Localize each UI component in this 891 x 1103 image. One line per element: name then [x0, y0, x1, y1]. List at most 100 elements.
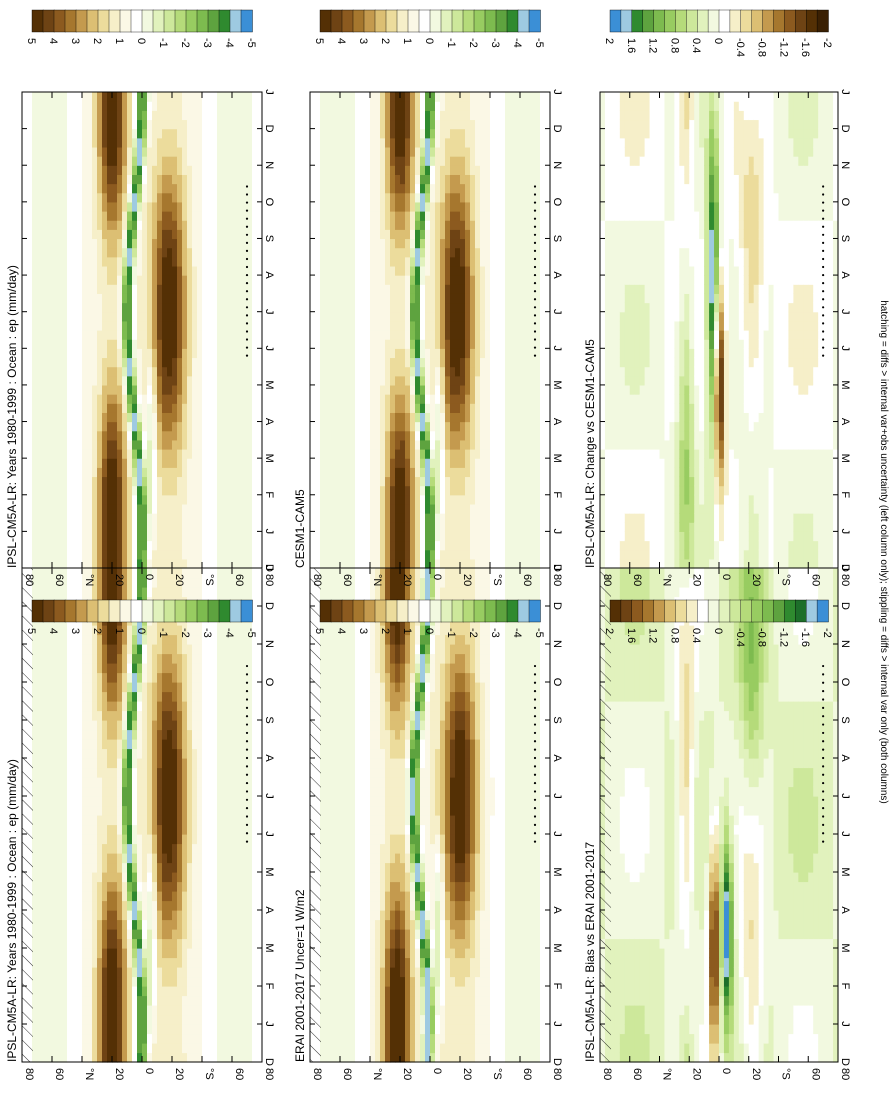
heatmap-cell	[247, 767, 253, 778]
heatmap-cell	[92, 458, 98, 468]
heatmap-cell	[242, 220, 248, 230]
heatmap-cell	[177, 384, 183, 395]
heatmap-cell	[197, 256, 203, 267]
heatmap-cell	[102, 339, 108, 349]
heatmap-cell	[257, 986, 263, 997]
heatmap-cell	[92, 872, 98, 883]
heatmap-cell	[152, 900, 158, 911]
heatmap-cell	[152, 919, 158, 930]
heatmap-cell	[67, 156, 73, 166]
heatmap-cell	[87, 311, 93, 322]
heatmap-cell	[252, 672, 258, 683]
heatmap-cell	[42, 872, 48, 883]
heatmap-cell	[137, 568, 143, 579]
heatmap-cell	[97, 375, 103, 386]
heatmap-cell	[177, 1052, 183, 1063]
heatmap-cell	[102, 375, 108, 386]
heatmap-cell	[202, 128, 208, 139]
heatmap-cell	[87, 485, 93, 496]
heatmap-cell	[222, 881, 228, 892]
heatmap-cell	[42, 1014, 48, 1025]
heatmap-cell	[147, 862, 153, 873]
heatmap-cell	[217, 1005, 223, 1016]
heatmap-cell	[207, 587, 213, 598]
heatmap-cell	[32, 929, 38, 940]
heatmap-cell	[107, 211, 113, 221]
heatmap-cell	[237, 815, 243, 826]
heatmap-cell	[82, 872, 88, 883]
heatmap-cell	[187, 986, 193, 997]
heatmap-cell	[257, 758, 263, 769]
heatmap-cell	[92, 796, 98, 807]
heatmap-cell	[162, 119, 168, 130]
heatmap-cell	[212, 1024, 218, 1035]
heatmap-cell	[77, 275, 83, 285]
heatmap-cell	[177, 503, 183, 514]
heatmap-cell	[37, 458, 43, 468]
month-tick-label: A	[263, 754, 275, 762]
heatmap-cell	[92, 568, 98, 579]
heatmap-cell	[87, 691, 93, 702]
heatmap-cell	[137, 284, 143, 294]
heatmap-cell	[162, 995, 168, 1006]
heatmap-cell	[177, 720, 183, 731]
heatmap-cell	[112, 265, 118, 276]
heatmap-cell	[252, 834, 258, 845]
heatmap-cell	[157, 739, 163, 750]
heatmap-cell	[77, 92, 83, 102]
heatmap-cell	[237, 247, 243, 258]
heatmap-cell	[97, 513, 103, 523]
heatmap-cell	[32, 767, 38, 778]
heatmap-cell	[237, 976, 243, 987]
heatmap-cell	[57, 302, 63, 313]
heatmap-cell	[127, 165, 133, 175]
heatmap-cell	[122, 891, 128, 902]
heatmap-cell	[227, 625, 233, 636]
heatmap-cell	[142, 174, 148, 185]
heatmap-cell	[47, 824, 53, 835]
heatmap-cell	[37, 293, 43, 304]
heatmap-cell	[112, 663, 118, 674]
heatmap-cell	[152, 357, 158, 368]
heatmap-cell	[157, 919, 163, 930]
heatmap-cell	[142, 311, 148, 322]
heatmap-cell	[22, 119, 28, 130]
heatmap-cell	[87, 853, 93, 864]
heatmap-cell	[137, 348, 143, 359]
heatmap-cell	[112, 458, 118, 468]
heatmap-cell	[112, 720, 118, 731]
heatmap-cell	[97, 265, 103, 276]
heatmap-cell	[182, 375, 188, 386]
heatmap-cell	[232, 485, 238, 496]
heatmap-cell	[142, 458, 148, 468]
heatmap-cell	[107, 644, 113, 655]
heatmap-cell	[22, 320, 28, 331]
heatmap-cell	[227, 701, 233, 712]
heatmap-cell	[247, 672, 253, 683]
heatmap-cell	[97, 284, 103, 294]
heatmap-cell	[62, 394, 68, 404]
heatmap-cell	[27, 293, 33, 304]
heatmap-cell	[102, 919, 108, 930]
heatmap-cell	[47, 748, 53, 759]
heatmap-cell	[22, 339, 28, 349]
heatmap-cell	[97, 192, 103, 203]
heatmap-cell	[132, 919, 138, 930]
heatmap-cell	[57, 503, 63, 514]
heatmap-cell	[152, 853, 158, 864]
heatmap-cell	[102, 938, 108, 949]
heatmap-cell	[122, 449, 128, 459]
heatmap-cell	[247, 710, 253, 721]
heatmap-cell	[252, 815, 258, 826]
heatmap-cell	[227, 815, 233, 826]
heatmap-cell	[137, 872, 143, 883]
heatmap-cell	[77, 549, 83, 560]
heatmap-cell	[202, 238, 208, 249]
heatmap-cell	[232, 957, 238, 968]
heatmap-cell	[132, 653, 138, 664]
heatmap-cell	[227, 691, 233, 702]
heatmap-cell	[202, 625, 208, 636]
heatmap-cell	[237, 503, 243, 514]
heatmap-cell	[177, 229, 183, 240]
heatmap-cell	[182, 1024, 188, 1035]
